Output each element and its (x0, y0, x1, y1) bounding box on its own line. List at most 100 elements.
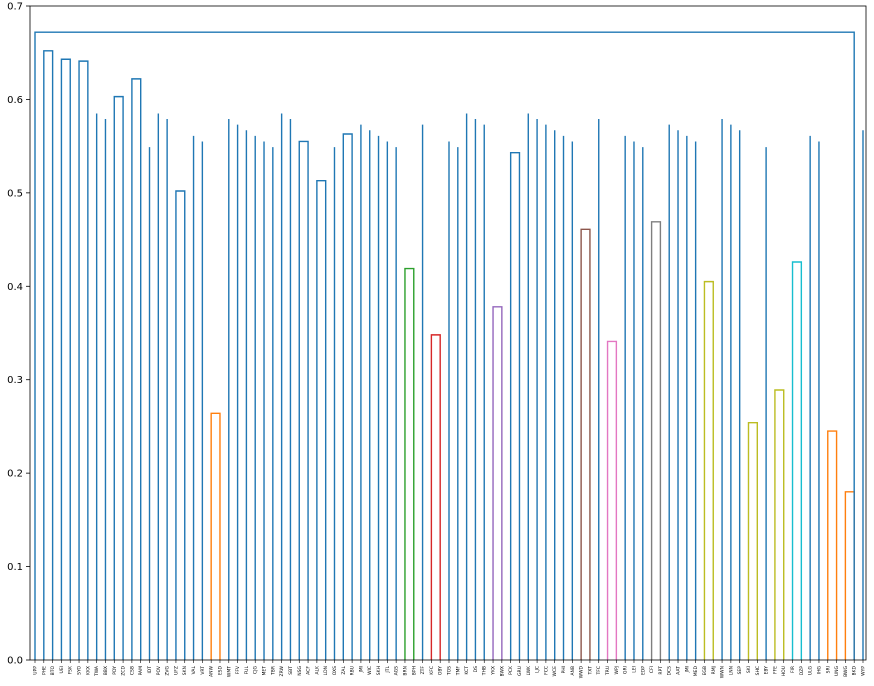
leaf-label: YKX (491, 666, 497, 676)
leaf-label: SKI (746, 666, 752, 673)
leaf-label: ZCD (121, 665, 127, 675)
leaf-label: FIR (790, 666, 796, 673)
dendrogram-link (34, 31, 855, 660)
leaf-label: SRI (825, 666, 831, 673)
leaf-label: JTL (385, 666, 391, 674)
dendrogram-link (430, 334, 441, 660)
x-axis: UPP PHE BTO UEI FSK SYO KKX TWA BBX PDY ZCD CSB PAM I… (33, 660, 867, 678)
leaf-label: TXT (587, 666, 593, 676)
leaf-label: SKH (376, 666, 382, 675)
leaf-label: RPT (658, 666, 664, 675)
dendrogram-link (43, 50, 54, 660)
leaf-label: CFI (649, 666, 655, 673)
leaf-label: VAL (191, 666, 197, 675)
dendrogram-link (210, 412, 221, 660)
leaf-label: OBY (438, 666, 444, 675)
dendrogram-link (827, 430, 838, 660)
dendrogram-link (791, 261, 803, 660)
dendrogram-link (703, 280, 714, 660)
leaf-label: IHG (816, 665, 822, 674)
leaf-label: BWG (843, 665, 849, 676)
leaf-label: LEI (631, 666, 637, 673)
leaf-label: OXS (332, 666, 338, 675)
leaf-label: NSG (297, 665, 303, 675)
leaf-label: UNG (834, 665, 840, 676)
y-tick-label: 0.7 (7, 2, 23, 13)
dendrogram-link (316, 180, 327, 660)
leaf-label: WPJ (614, 666, 620, 675)
leaf-label: SYO (77, 666, 83, 675)
leaf-label: PHI (561, 666, 567, 673)
leaf-label: BRN (402, 666, 408, 676)
leaf-label: TMF (455, 666, 461, 677)
leaf-label: THB (482, 666, 488, 676)
leaf-label: FFE (772, 666, 778, 674)
leaf-label: PCK (508, 665, 514, 675)
leaf-label: LNN (728, 666, 734, 675)
leaf-label: WWN (720, 666, 726, 678)
leaf-label: DZP (799, 666, 805, 676)
leaf-label: KFC (429, 666, 435, 675)
y-tick-label: 0.2 (7, 469, 23, 480)
leaf-label: TWA (94, 665, 100, 677)
leaf-label: KKX (85, 666, 91, 675)
dendrogram-link (844, 491, 855, 660)
leaf-label: DS (473, 666, 479, 672)
dendrogram-link (747, 421, 758, 660)
dendrogram-link (298, 140, 309, 660)
dendrogram-link (113, 95, 124, 660)
leaf-label: WCE (552, 666, 558, 677)
leaf-label: JMI (684, 666, 690, 674)
dendrogram-link (509, 151, 521, 660)
leaf-label: ZVG (165, 665, 171, 675)
leaf-label: ZAL (341, 666, 347, 675)
leaf-label: WYP (861, 666, 867, 676)
leaf-label: JMI (358, 666, 364, 674)
leaf-label: FFV (235, 665, 241, 674)
leaf-label: PDY (112, 666, 118, 675)
leaf-label: AGS (394, 666, 400, 675)
leaf-label: BPH (411, 666, 417, 675)
leaf-label: LWK (526, 665, 532, 676)
leaf-label: ZTF (420, 666, 426, 675)
leaf-label: HOU (781, 666, 787, 676)
leaf-label: LJC (535, 666, 541, 673)
leaf-label: BKD (852, 665, 858, 675)
leaf-label: SEP (737, 666, 743, 675)
dendrogram-link (78, 60, 89, 660)
dendrogram-link (342, 133, 353, 660)
leaf-label: SKN (182, 666, 188, 675)
leaf-label: SBT (288, 666, 294, 675)
leaf-label: IDT (147, 666, 153, 674)
leaf-label: LDN (323, 666, 329, 675)
leaf-label: DCS (667, 666, 673, 676)
leaf-label: ZRW (279, 665, 285, 676)
leaf-label: AAT (676, 666, 682, 675)
leaf-label: BBX (103, 666, 109, 675)
y-tick-label: 0.5 (7, 188, 23, 199)
leaf-label: ESD (217, 665, 223, 675)
leaf-label: ALK (314, 665, 320, 675)
leaf-label: TBR (270, 666, 276, 676)
leaf-label: CSB (129, 666, 135, 675)
leaf-label: FCC (543, 666, 549, 675)
leaf-label: KCT (464, 666, 470, 675)
leaf-label: EBY (764, 666, 770, 675)
leaf-label: FSK (68, 665, 74, 674)
leaf-label: TFC (596, 666, 602, 675)
plot-frame (29, 5, 867, 661)
y-tick-label: 0.0 (7, 656, 23, 667)
dendrogram-link (175, 190, 186, 660)
leaf-label: MET (262, 666, 268, 676)
dendrogram-link (580, 228, 591, 660)
leaf-label: ANB (570, 666, 576, 676)
leaf-label: PAM (138, 666, 144, 676)
leaf-label: PHE (41, 666, 47, 675)
dendrogram-link (131, 78, 142, 660)
leaf-label: TOS (447, 666, 453, 676)
leaf-label: ACF (306, 666, 312, 675)
leaf-label: RMJ (711, 666, 717, 674)
leaf-label: UPP (33, 666, 39, 675)
leaf-label: EGB (702, 666, 708, 675)
